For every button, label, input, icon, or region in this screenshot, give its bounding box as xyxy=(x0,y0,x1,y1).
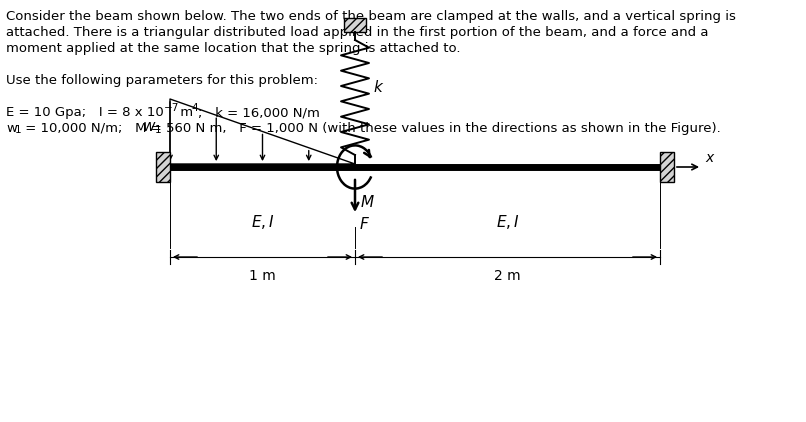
Text: = 10,000 N/m;   M = 560 N m,   F = 1,000 N (with these values in the directions : = 10,000 N/m; M = 560 N m, F = 1,000 N (… xyxy=(21,122,721,135)
Text: ;   k = 16,000 N/m: ; k = 16,000 N/m xyxy=(198,106,320,119)
Text: $w_1$: $w_1$ xyxy=(142,120,162,136)
Text: $E, I$: $E, I$ xyxy=(496,213,519,231)
Bar xyxy=(660,152,674,182)
Text: m: m xyxy=(176,106,193,119)
Text: 4: 4 xyxy=(191,103,197,113)
Text: M: M xyxy=(361,195,374,210)
Text: E = 10 Gpa;   I = 8 x 10: E = 10 Gpa; I = 8 x 10 xyxy=(6,106,164,119)
Text: x: x xyxy=(705,151,713,165)
Bar xyxy=(156,152,170,182)
Text: k: k xyxy=(373,80,382,95)
Bar xyxy=(344,18,366,32)
Text: $E, I$: $E, I$ xyxy=(251,213,274,231)
Text: 1: 1 xyxy=(15,125,22,135)
Text: attached. There is a triangular distributed load applied in the first portion of: attached. There is a triangular distribu… xyxy=(6,26,708,39)
Text: 1 m: 1 m xyxy=(249,269,276,283)
Text: Consider the beam shown below. The two ends of the beam are clamped at the walls: Consider the beam shown below. The two e… xyxy=(6,10,736,23)
Text: w: w xyxy=(6,122,17,135)
Text: −7: −7 xyxy=(164,103,180,113)
Text: F: F xyxy=(360,217,369,232)
Text: Use the following parameters for this problem:: Use the following parameters for this pr… xyxy=(6,74,318,87)
Text: 2 m: 2 m xyxy=(494,269,521,283)
Text: moment applied at the same location that the spring is attached to.: moment applied at the same location that… xyxy=(6,42,460,55)
